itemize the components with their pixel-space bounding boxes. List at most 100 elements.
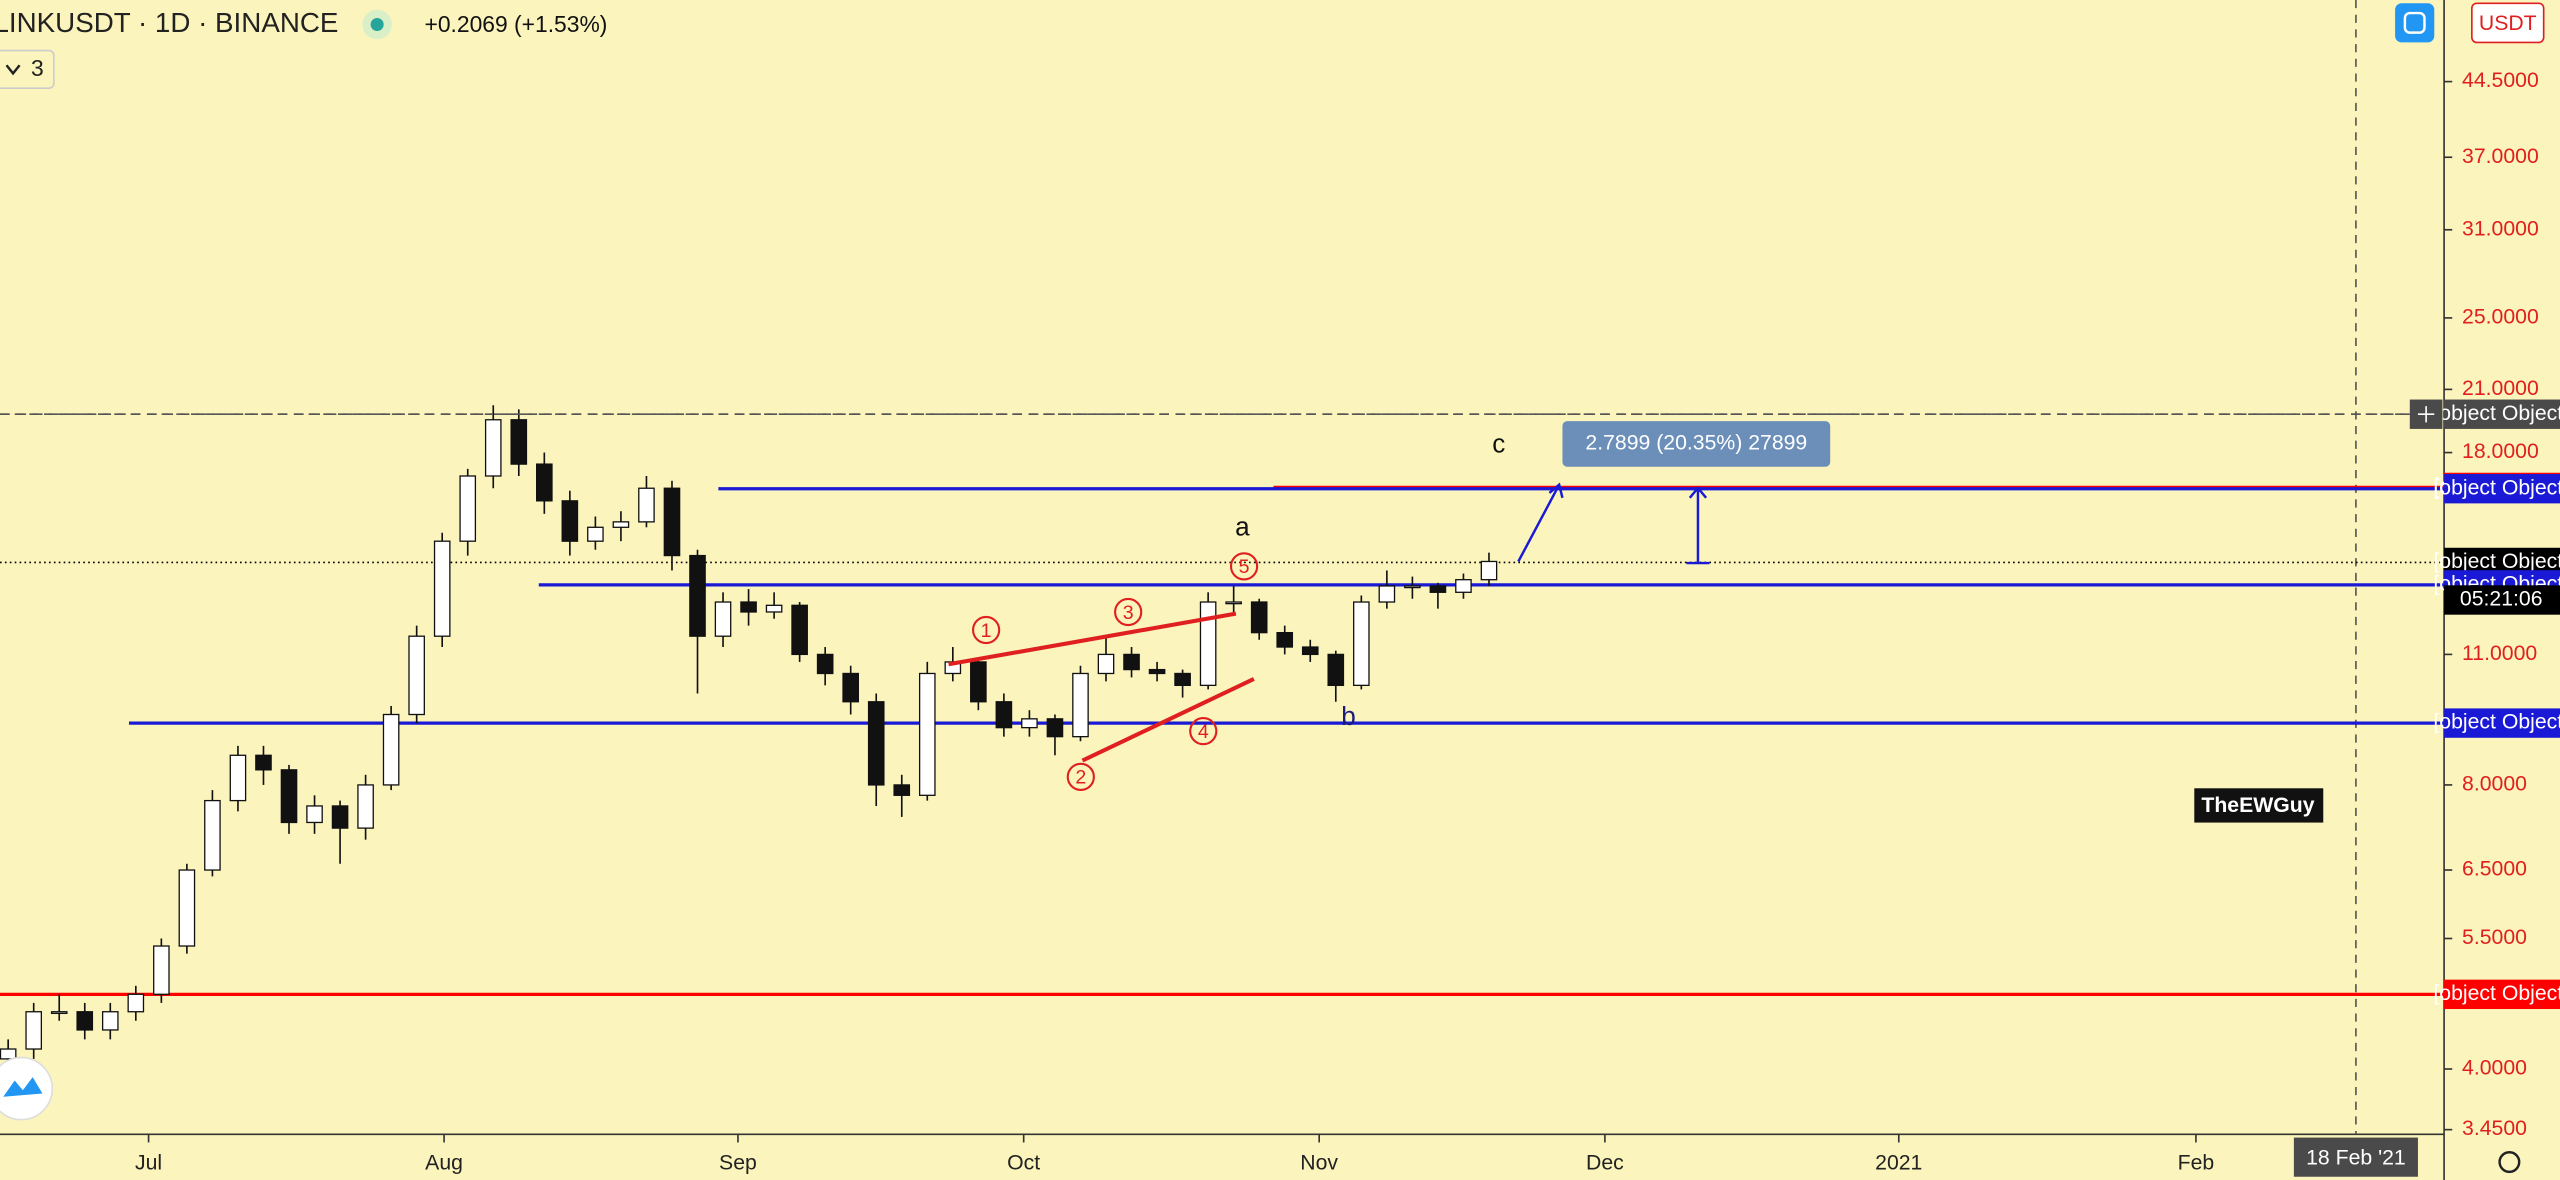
- candle-body: [1072, 672, 1089, 738]
- time-label: Jul: [135, 1151, 162, 1174]
- currency-button[interactable]: [2471, 2, 2545, 44]
- candle-body: [1174, 672, 1191, 687]
- candle-body: [280, 769, 298, 824]
- level-label-bg: [2444, 708, 2560, 738]
- candle-body: [484, 419, 502, 477]
- candle-body: [1123, 653, 1140, 671]
- candle-body: [229, 754, 247, 802]
- candle-body: [689, 554, 706, 637]
- candle-body: [587, 526, 604, 542]
- wave-letter: c: [1492, 428, 1505, 458]
- settings-icon[interactable]: [2498, 1151, 2521, 1174]
- candle-body: [1199, 601, 1217, 687]
- candle-body: [1455, 579, 1472, 593]
- projection-arrow: [1517, 482, 1564, 563]
- time-label: 2021: [1875, 1151, 1922, 1174]
- candle-body: [1021, 718, 1038, 729]
- status-dot: [370, 17, 384, 32]
- time-label: Oct: [1007, 1151, 1040, 1174]
- trend-line: [948, 611, 1237, 667]
- price-tick-label: 37.0000: [2462, 145, 2539, 168]
- indicator-count[interactable]: 3: [31, 55, 44, 81]
- symbol-title: LINKUSDT · 1D · BINANCE: [0, 7, 338, 38]
- candle-body: [561, 500, 579, 542]
- candle-body: [1097, 653, 1115, 675]
- wave-letter: b: [1341, 701, 1356, 731]
- countdown-label-bg: [2444, 585, 2560, 615]
- candle-body: [1046, 718, 1064, 738]
- countdown-label: 05:21:06: [2460, 588, 2543, 611]
- candle-body: [459, 475, 477, 542]
- candle-body: [638, 487, 655, 523]
- time-label: Sep: [719, 1151, 757, 1174]
- level-label: [object Object]: [2433, 982, 2560, 1005]
- plot: [0, 405, 2445, 1070]
- wave-circle: [1229, 552, 1259, 581]
- measure-line: [1686, 486, 1710, 565]
- price-tick-label: 5.5000: [2462, 926, 2527, 949]
- candle-body: [893, 784, 911, 796]
- candle-body: [510, 419, 528, 465]
- time-label: Nov: [1300, 1151, 1338, 1174]
- wave-label: 4: [1198, 721, 1209, 743]
- candle-body: [331, 805, 349, 829]
- wave-label: 3: [1123, 602, 1134, 624]
- candle-body: [306, 805, 323, 824]
- price-tick-label: 25.0000: [2462, 306, 2539, 329]
- candle-body: [382, 713, 400, 786]
- candle-body: [714, 601, 732, 637]
- time-label: Aug: [425, 1151, 463, 1174]
- wave-circle: [1189, 717, 1218, 746]
- candle-body: [1378, 585, 1396, 603]
- candle-body: [995, 701, 1013, 729]
- indicators-toggle[interactable]: [0, 49, 55, 89]
- price-tick-label: 31.0000: [2462, 217, 2539, 240]
- candle-body: [1353, 601, 1370, 687]
- candle-body: [255, 754, 272, 771]
- level-label-bg: [2444, 979, 2560, 1010]
- price-tick-label: 18.0000: [2462, 440, 2539, 463]
- candle-body: [970, 661, 987, 703]
- level-label: [object Object]: [2433, 402, 2560, 425]
- candle-body: [663, 487, 681, 557]
- level-label: [object Object]: [2433, 476, 2560, 499]
- crosshair-plus: [2417, 406, 2435, 423]
- price-tick-label: 11.0000: [2462, 642, 2537, 665]
- price-tick-label: 44.5000: [2462, 69, 2539, 92]
- logo: [3, 1077, 43, 1097]
- candle-body: [918, 672, 936, 796]
- candle-body: [408, 635, 425, 716]
- wave-circle: [1066, 762, 1095, 791]
- candle-body: [178, 869, 196, 947]
- candle-body: [1250, 601, 1268, 634]
- candle-body: [357, 784, 374, 829]
- wave-circle: [972, 615, 1001, 645]
- candle-body: [816, 653, 834, 675]
- candle-body: [612, 521, 630, 528]
- currency-label[interactable]: USDT: [2479, 12, 2537, 35]
- price-tick-label: 6.5000: [2462, 858, 2527, 881]
- chevron: [5, 64, 21, 76]
- date-crosshair-box: [2293, 1137, 2418, 1177]
- author-label: TheEWGuy: [2201, 794, 2314, 817]
- candle-body: [101, 1011, 119, 1031]
- level-label-bg: [2444, 474, 2560, 504]
- compare-icon: [2403, 11, 2426, 34]
- wave-label: 1: [981, 620, 992, 642]
- price-tick-label: 4.0000: [2462, 1057, 2527, 1080]
- candle-body: [153, 945, 170, 995]
- candle-body: [765, 604, 783, 613]
- compare-button[interactable]: [2395, 3, 2435, 43]
- candle-body: [791, 604, 808, 656]
- price-tick-label: 21.0000: [2462, 377, 2539, 400]
- candle-body: [1301, 646, 1319, 656]
- wave-circle: [1114, 597, 1143, 627]
- candle-body: [1429, 585, 1447, 593]
- wave-label: 2: [1075, 767, 1086, 789]
- candle-body: [1225, 601, 1242, 605]
- candle-body: [740, 601, 757, 613]
- wave-letter: a: [1235, 512, 1250, 542]
- candle-body: [842, 672, 860, 703]
